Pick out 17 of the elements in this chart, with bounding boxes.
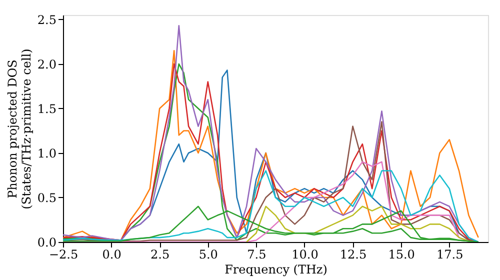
x-tick-label: 7.5 [247, 248, 266, 262]
x-tick-label: 2.5 [150, 248, 170, 262]
y-tick-label: 1.5 [37, 102, 56, 116]
y-tick-label: 2.0 [37, 57, 56, 72]
x-tick-label: 12.5 [340, 248, 367, 262]
y-tick-label: 0.5 [37, 190, 56, 205]
y-tick-label: 1.0 [37, 146, 56, 160]
x-tick-label: 0.0 [102, 248, 122, 262]
y-tick-label: 0.0 [37, 236, 56, 250]
x-tick-label: 15.0 [388, 248, 415, 262]
x-tick-label: 5.0 [198, 248, 218, 262]
x-axis-title: Frequency (THz) [224, 262, 328, 276]
x-tick-label: 10.0 [292, 248, 318, 262]
x-tick-label: 17.5 [436, 248, 464, 262]
x-tick-label: −2.5 [48, 248, 78, 262]
y-tick-label: 2.5 [37, 12, 56, 27]
y-axis-title: Phonon projected DOS (States/THz·primitive cell) [5, 48, 34, 210]
